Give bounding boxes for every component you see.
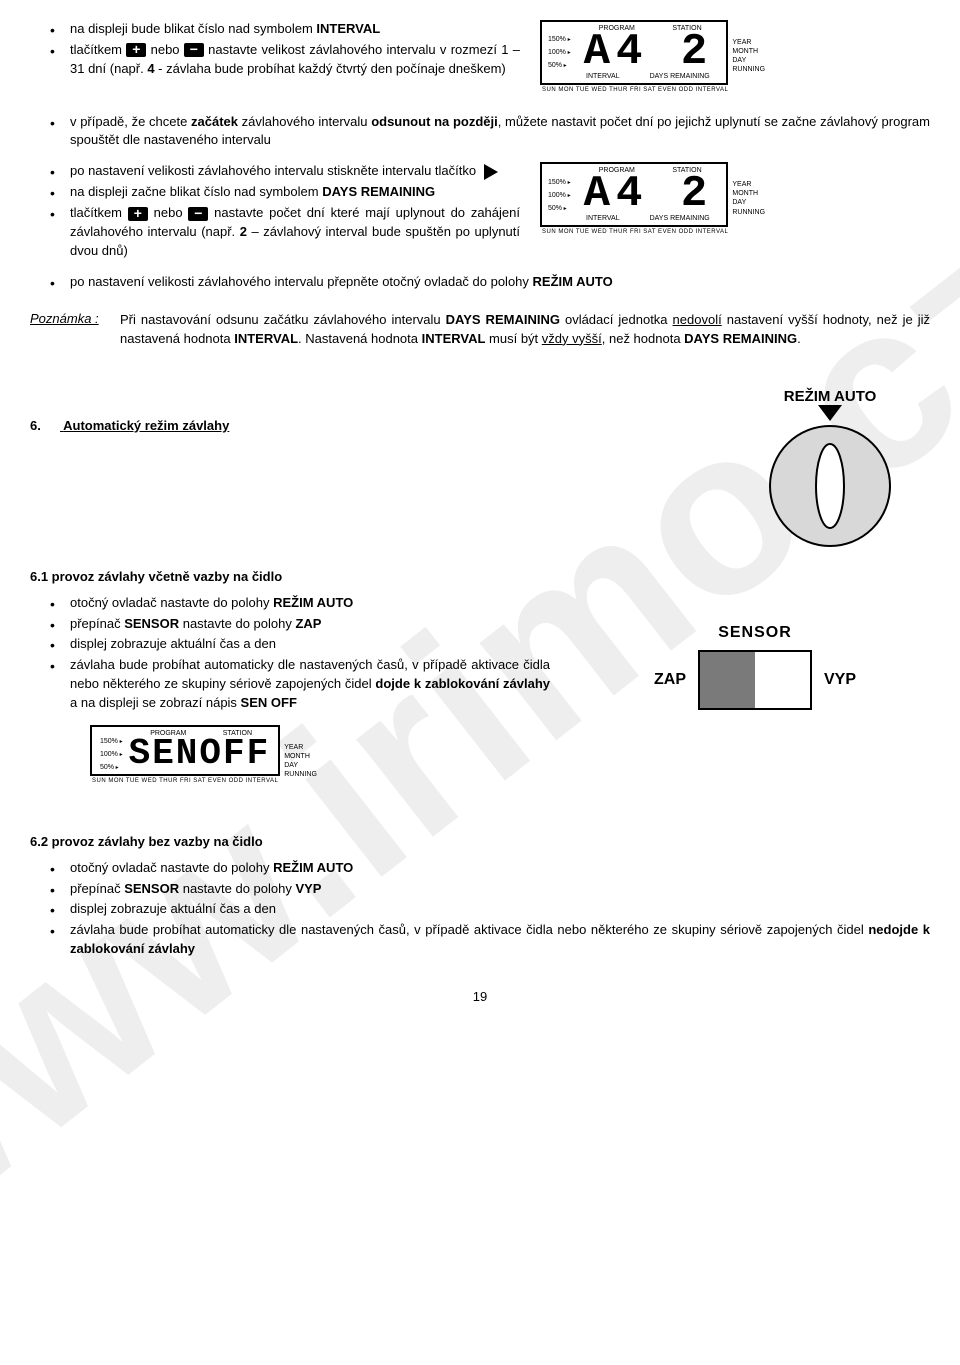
s61-li1: otočný ovladač nastavte do polohy REŽIM … (50, 594, 550, 613)
lbl: 50% (548, 62, 571, 69)
lbl: YEAR (284, 743, 317, 752)
lcd-side: YEAR MONTH DAY RUNNING (284, 743, 317, 779)
switch-zap-label: ZAP (654, 671, 686, 689)
dial-icon (760, 411, 900, 551)
switch-vyp-label: VYP (824, 671, 856, 689)
text-bold: INTERVAL (316, 21, 380, 36)
lbl: SUN MON TUE WED THUR FRI SAT EVEN ODD IN… (540, 87, 728, 93)
b2-li4: tlačítkem + nebo − nastavte počet dní kt… (50, 204, 520, 261)
note-label: Poznámka : (30, 311, 120, 347)
lcd-digits: A4 2 (577, 175, 721, 215)
text: tlačítkem (70, 42, 126, 57)
b1-li2: tlačítkem + nebo − nastavte velikost záv… (50, 41, 520, 79)
lcd-display-1: PROGRAM STATION 150% 100% 50% A4 2 INTER… (540, 20, 930, 93)
dial-label: REŽIM AUTO (730, 388, 930, 405)
subsection-62-heading: 6.2 provoz závlahy bez vazby na čidlo (30, 834, 930, 849)
lbl: YEAR (732, 38, 765, 47)
sensor-switch: SENSOR ZAP VYP (580, 624, 930, 710)
text-bold: REŽIM AUTO (533, 274, 613, 289)
lcd-display-3: PROGRAM STATION 150% 100% 50% SENOFF (90, 725, 550, 784)
s62-li2: přepínač SENSOR nastavte do polohy VYP (50, 880, 930, 899)
text: - závlaha bude probíhat každý čtvrtý den… (155, 61, 506, 76)
lbl: RUNNING (284, 770, 317, 779)
lbl: DAY (732, 198, 765, 207)
arrow-right-icon (484, 164, 498, 180)
minus-icon: − (188, 207, 208, 221)
page-number: 19 (30, 989, 930, 1004)
lbl: 100% (548, 49, 571, 56)
lbl: 100% (548, 192, 571, 199)
lbl: 50% (548, 205, 571, 212)
section-6-heading: 6. Automatický režim závlahy (30, 418, 730, 433)
text-bold: začátek (191, 114, 238, 129)
lbl: SUN MON TUE WED THUR FRI SAT EVEN ODD IN… (540, 229, 728, 235)
switch-box (698, 650, 812, 710)
switch-on-half (700, 652, 755, 708)
text: po nastavení velikosti závlahového inter… (70, 163, 476, 178)
text: v případě, že chcete (70, 114, 191, 129)
subsection-61-heading: 6.1 provoz závlahy včetně vazby na čidlo (30, 569, 930, 584)
text-bold: 2 (240, 224, 247, 239)
lbl: MONTH (284, 752, 317, 761)
lbl: 150% (548, 36, 571, 43)
lbl: DAYS REMAINING (650, 215, 710, 222)
lbl: MONTH (732, 189, 765, 198)
lbl: RUNNING (732, 65, 765, 74)
s61-li4: závlaha bude probíhat automaticky dle na… (50, 656, 550, 713)
s62-li1: otočný ovladač nastavte do polohy REŽIM … (50, 859, 930, 878)
sensor-label: SENSOR (580, 624, 930, 642)
b2-li2: po nastavení velikosti závlahového inter… (50, 162, 520, 181)
lbl: 100% (100, 751, 123, 758)
b2-li1: v případě, že chcete začátek závlahového… (50, 113, 930, 151)
lbl: MONTH (732, 47, 765, 56)
s62-li4: závlaha bude probíhat automaticky dle na… (50, 921, 930, 959)
note-text: Při nastavování odsunu začátku závlahové… (120, 311, 930, 347)
b1-li1: na displeji bude blikat číslo nad symbol… (50, 20, 520, 39)
s61-li2: přepínač SENSOR nastavte do polohy ZAP (50, 615, 550, 634)
lbl: DAY (284, 761, 317, 770)
text-bold: 4 (147, 61, 154, 76)
s62-li3: displej zobrazuje aktuální čas a den (50, 900, 930, 919)
lbl: INTERVAL (586, 215, 620, 222)
text: nebo (151, 42, 184, 57)
b2-li5: po nastavení velikosti závlahového inter… (50, 273, 930, 292)
lbl: 150% (100, 738, 123, 745)
text: tlačítkem (70, 205, 128, 220)
minus-icon: − (184, 43, 204, 57)
lbl: RUNNING (732, 208, 765, 217)
sec-title: Automatický režim závlahy (63, 418, 229, 433)
lbl: INTERVAL (586, 73, 620, 80)
switch-off-half (755, 652, 810, 708)
text-bold: odsunout na později (371, 114, 498, 129)
lbl: DAYS REMAINING (650, 73, 710, 80)
plus-icon: + (126, 43, 146, 57)
text: nebo (154, 205, 189, 220)
lbl: SUN MON TUE WED THUR FRI SAT EVEN ODD IN… (90, 778, 280, 784)
lcd-side: YEAR MONTH DAY RUNNING (732, 180, 765, 216)
lcd-digits: A4 2 (577, 33, 721, 73)
s61-li3: displej zobrazuje aktuální čas a den (50, 635, 550, 654)
lbl: 150% (548, 179, 571, 186)
lcd-side: YEAR MONTH DAY RUNNING (732, 38, 765, 74)
plus-icon: + (128, 207, 148, 221)
sec-num: 6. (30, 418, 60, 433)
note-block: Poznámka : Při nastavování odsunu začátk… (30, 311, 930, 347)
lbl: YEAR (732, 180, 765, 189)
lbl: DAY (732, 56, 765, 65)
text: po nastavení velikosti závlahového inter… (70, 274, 533, 289)
lcd-digits: SENOFF (129, 738, 271, 770)
text: na displeji bude blikat číslo nad symbol… (70, 21, 316, 36)
lcd-display-2: PROGRAM STATION 150% 100% 50% A4 2 (540, 162, 930, 235)
text-bold: DAYS REMAINING (322, 184, 435, 199)
text: závlahového intervalu (238, 114, 371, 129)
text: na displeji začne blikat číslo nad symbo… (70, 184, 322, 199)
b2-li3: na displeji začne blikat číslo nad symbo… (50, 183, 520, 202)
lbl: 50% (100, 764, 123, 771)
